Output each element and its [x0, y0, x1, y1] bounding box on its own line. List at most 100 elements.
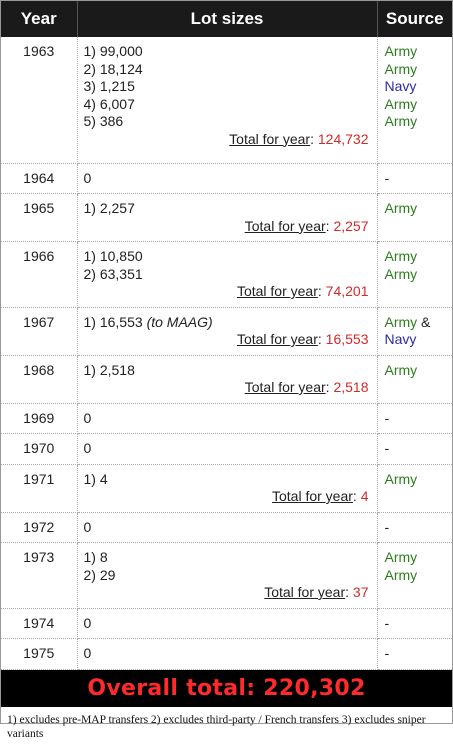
lot-sizes-cell: 1) 8 2) 29 Total for year: 37 — [77, 542, 378, 609]
lot-entry: 1) 4 — [84, 471, 371, 489]
lot-entry: 1) 2,257 — [84, 200, 371, 218]
source-cell: - — [377, 608, 452, 639]
year-total: Total for year: 4 — [271, 488, 369, 504]
source-none: - — [384, 518, 390, 535]
lot-entry: 2) 29 — [84, 567, 371, 585]
source-cell: Army Army Navy Army Army — [377, 37, 452, 164]
year-total: Total for year: 74,201 — [236, 283, 369, 299]
table-row: 1969 0 - — [1, 403, 452, 434]
lot-sizes-cell: 1) 16,553 (to MAAG) Total for year: 16,55… — [77, 307, 378, 356]
lot-sizes-cell: 0 — [77, 638, 378, 670]
lot-value: 3) 1,215 — [83, 78, 135, 94]
source-none: - — [384, 614, 390, 631]
source-army: Army — [384, 566, 418, 583]
total-label: Total for year — [229, 130, 311, 147]
overall-total: Overall total: 220,302 — [87, 675, 366, 701]
table-row: 1964 0 - — [1, 163, 452, 194]
lot-value: 1) 4 — [83, 470, 108, 487]
lot-value: 0 — [83, 645, 92, 661]
source-army: Army — [384, 313, 418, 330]
lot-entry: 0 — [84, 440, 371, 458]
source-army: Army — [384, 265, 418, 282]
total-label: Total for year — [264, 584, 346, 600]
source-cell: Army Army — [377, 542, 452, 609]
source-cell: Army & Navy — [377, 307, 452, 356]
table-row: 1966 1) 10,850 2) 63,351 Total for year: 74… — [1, 241, 452, 308]
lot-value: 0 — [83, 169, 92, 186]
total-label: Total for year — [236, 331, 318, 347]
source-army: Army — [384, 248, 418, 264]
lot-sizes-cell: 1) 2,518 Total for year: 2,518 — [77, 355, 378, 404]
header-year: Year — [1, 1, 78, 37]
source-navy: Navy — [384, 331, 417, 347]
table-row: 1965 1) 2,257 Total for year: 2,257 Army — [1, 193, 452, 242]
year-cell: 1965 — [1, 193, 78, 242]
year-cell: 1971 — [1, 464, 78, 513]
source-entry: Army — [385, 567, 447, 585]
lot-value: 1) 2,518 — [83, 361, 135, 378]
total-value: 2,518 — [333, 379, 369, 395]
source-none: - — [384, 645, 390, 661]
total-value: 124,732 — [317, 130, 369, 147]
source-entry: Army — [385, 61, 447, 79]
source-entry: Army — [385, 43, 447, 61]
year-cell: 1964 — [1, 163, 78, 194]
year-total: Total for year: 124,732 — [229, 130, 369, 147]
total-label: Total for year — [244, 379, 326, 395]
table-row: 1975 0 - — [1, 638, 452, 670]
lot-sizes-table: Year Lot sizes Source 1963 1) 99,000 2) 18… — [1, 1, 452, 670]
source-entry: - — [385, 410, 447, 428]
table-row: 1972 0 - — [1, 512, 452, 543]
source-army: Army — [384, 470, 418, 487]
source-cell: Army — [377, 355, 452, 404]
source-entry: - — [385, 170, 447, 188]
source-entry: - — [385, 645, 447, 663]
source-cell: - — [377, 163, 452, 194]
source-entry: - — [385, 519, 447, 537]
lot-sizes-cell: 1) 2,257 Total for year: 2,257 — [77, 193, 378, 242]
lot-entry: 1) 16,553 (to MAAG) — [84, 314, 371, 332]
source-entry: Army — [385, 248, 447, 266]
footnote: 1) excludes pre-MAP transfers 2) exclude… — [7, 713, 426, 740]
table-row: 1971 1) 4 Total for year: 4 Army — [1, 464, 452, 513]
year-cell: 1974 — [1, 608, 78, 639]
lot-sizes-cell: 1) 99,000 2) 18,124 3) 1,215 4) 6,007 5) 386… — [77, 37, 378, 164]
lot-entry: 0 — [84, 645, 371, 663]
lot-value: 1) 16,553 — [83, 313, 143, 330]
table-row: 1974 0 - — [1, 608, 452, 639]
total-value: 4 — [360, 488, 369, 504]
lot-sizes-cell: 0 — [77, 403, 378, 434]
year-total: Total for year: 16,553 — [236, 331, 369, 347]
year-cell: 1970 — [1, 433, 78, 465]
year-cell: 1968 — [1, 355, 78, 404]
lot-entry: 1) 10,850 — [84, 248, 371, 266]
year-total: Total for year: 2,518 — [244, 379, 369, 395]
lot-entry: 4) 6,007 — [84, 96, 371, 114]
lot-value: 0 — [83, 409, 92, 426]
lot-value: 0 — [83, 518, 92, 535]
source-entry: Army — [385, 266, 447, 284]
source-entry: Navy — [385, 331, 447, 349]
lot-entry: 0 — [84, 410, 371, 428]
source-cell: Army — [377, 464, 452, 513]
table-row: 1973 1) 8 2) 29 Total for year: 37 Army Army — [1, 542, 452, 609]
overall-total-bar: Overall total: 220,302 — [1, 669, 452, 707]
year-cell: 1969 — [1, 403, 78, 434]
source-entry: - — [385, 615, 447, 633]
year-cell: 1963 — [1, 37, 78, 164]
year-cell: 1975 — [1, 638, 78, 670]
lot-sizes-cell: 0 — [77, 512, 378, 543]
source-none: - — [384, 440, 390, 456]
source-army: Army — [384, 60, 418, 77]
lot-value: 0 — [83, 614, 92, 631]
source-none: - — [384, 409, 390, 426]
source-entry: - — [385, 440, 447, 458]
lot-entry: 0 — [84, 615, 371, 633]
lot-entry: 1) 99,000 — [84, 43, 371, 61]
table-row: 1968 1) 2,518 Total for year: 2,518 Army — [1, 355, 452, 404]
table-row: 1967 1) 16,553 (to MAAG) Total for year: 1… — [1, 307, 452, 356]
lot-entry: 2) 18,124 — [84, 61, 371, 79]
lot-value: 2) 29 — [83, 566, 116, 583]
lot-value: 1) 99,000 — [83, 43, 143, 59]
